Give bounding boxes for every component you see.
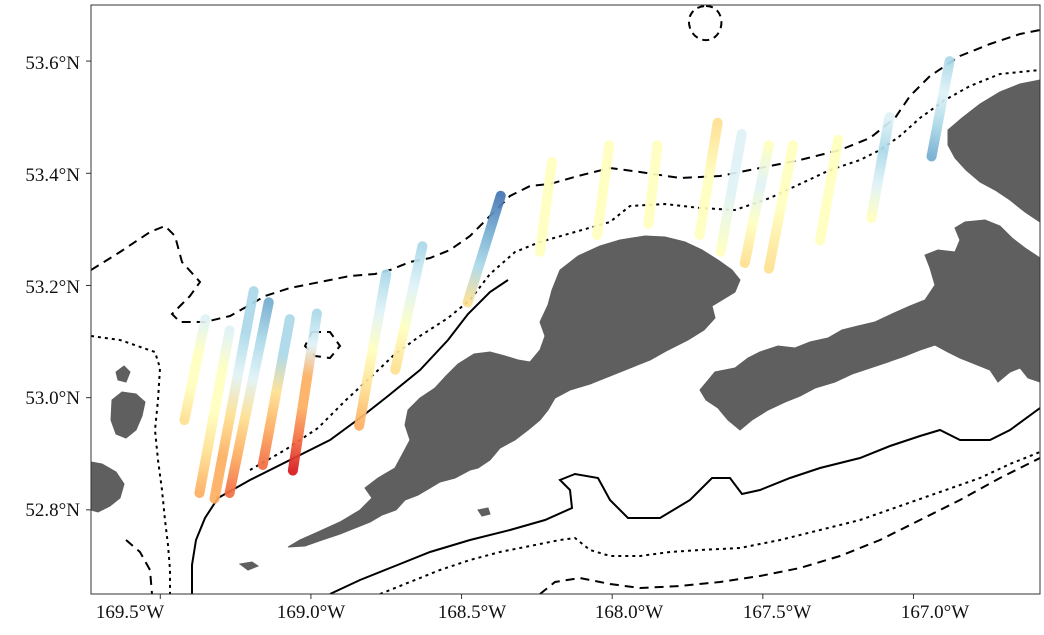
transect-line — [257, 314, 295, 470]
islet-small — [238, 561, 260, 571]
transect-line — [179, 314, 211, 426]
transect-line — [194, 325, 235, 499]
transect-line — [354, 269, 392, 431]
transect-line — [715, 129, 747, 257]
x-tick-label: 169.5°W — [96, 602, 164, 623]
isobath-solid-south — [191, 497, 219, 594]
unalaska-island — [287, 235, 741, 548]
x-tick-label: 168.0°W — [595, 602, 663, 623]
x-tick-label: 167.5°W — [743, 602, 811, 623]
islet-west-1 — [110, 391, 146, 439]
transect-line — [462, 190, 506, 308]
islet-west-3 — [91, 461, 125, 513]
transect-line — [866, 112, 895, 224]
isobath-dashed-loop — [303, 331, 342, 360]
transect-line — [643, 140, 663, 229]
isobath-solid-deep — [329, 407, 1040, 594]
y-tick-label: 53.2°N — [25, 277, 80, 298]
isobath-dotted-shelf — [249, 69, 1040, 471]
contour-layer — [91, 5, 1040, 594]
plot-frame — [90, 4, 1041, 595]
y-tick-label: 52.8°N — [25, 500, 80, 521]
x-tick-label: 169.0°W — [277, 602, 345, 623]
isobath-dotted-south — [379, 451, 1040, 594]
isobath-dashed-north — [91, 29, 1040, 323]
transect-line — [287, 308, 322, 476]
plot-area — [91, 5, 1040, 594]
transect-line — [534, 157, 557, 257]
x-tick-label: 167.0°W — [901, 602, 969, 623]
y-tick-label: 53.4°N — [25, 165, 80, 186]
transect-line — [224, 297, 274, 499]
unimak-island — [947, 79, 1040, 223]
land-layer — [91, 79, 1040, 571]
x-tick-label: 168.5°W — [438, 602, 506, 623]
isobath-dashed-circle — [688, 5, 723, 42]
islet-west-2 — [115, 365, 131, 383]
isobath-solid-north — [217, 279, 509, 499]
transect-line — [815, 134, 844, 246]
transect-line — [694, 117, 723, 240]
transect-layer — [179, 56, 955, 504]
y-tick-label: 53.0°N — [25, 388, 80, 409]
isobath-dashed-south — [539, 457, 1040, 594]
islet-small-2 — [477, 507, 491, 517]
akun-akutan-land — [699, 219, 1040, 431]
axis-ticks — [86, 60, 914, 599]
transect-line — [209, 286, 259, 504]
transect-line — [592, 140, 615, 240]
transect-line — [763, 140, 798, 274]
x-axis-labels: 169.5°W 169.0°W 168.5°W 168.0°W 167.5°W … — [96, 602, 969, 623]
transect-line — [390, 241, 428, 375]
transect-line — [926, 56, 955, 162]
transect-line — [739, 140, 774, 269]
y-tick-label: 53.6°N — [25, 53, 80, 74]
isobath-dashed-southwest — [125, 539, 153, 594]
y-axis-labels: 53.6°N 53.4°N 53.2°N 53.0°N 52.8°N — [25, 53, 80, 521]
